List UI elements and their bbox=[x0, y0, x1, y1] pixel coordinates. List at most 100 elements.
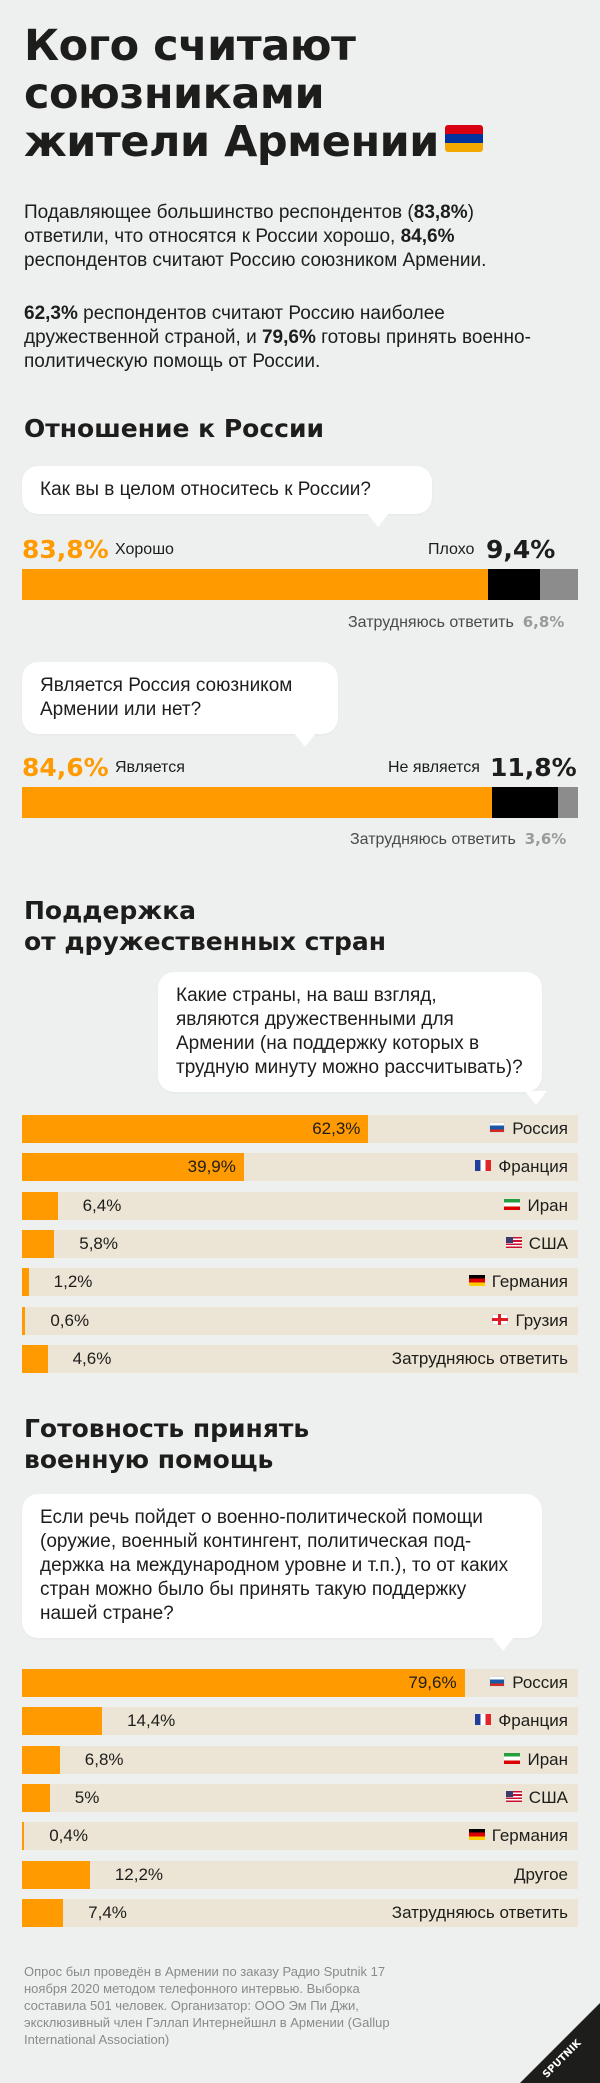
question-bubble-attitude: Как вы в целом относитесь к России? bbox=[22, 466, 432, 527]
bar-row: 6,4% Иран bbox=[22, 1191, 578, 1220]
bar-value-label: 5% bbox=[74, 1787, 100, 1807]
flag-us-icon bbox=[505, 1236, 522, 1248]
bar-fill bbox=[22, 1344, 48, 1373]
flag-ru-icon bbox=[489, 1676, 506, 1687]
page-title: Кого считают союзниками жители Армении bbox=[24, 22, 584, 166]
bar-value-label: 0,6% bbox=[50, 1310, 90, 1330]
title-line-3: жители Армении bbox=[24, 117, 439, 167]
bar-row: 5% США bbox=[22, 1783, 578, 1812]
bar-row: 0,4% Германия bbox=[22, 1822, 578, 1851]
armenia-flag-icon bbox=[444, 125, 483, 152]
bar-fill bbox=[22, 1822, 25, 1851]
stack-segment-3 bbox=[540, 569, 578, 600]
ally-unsure-note: Затрудняюсь ответить 3,6% bbox=[350, 830, 567, 848]
bar-value-label: 62,3% bbox=[312, 1119, 361, 1138]
bar-category-label: Затрудняюсь ответить bbox=[391, 1348, 568, 1368]
bad-percent: 9,4% bbox=[486, 535, 556, 564]
stack-segment-1 bbox=[22, 787, 493, 818]
bar-fill bbox=[22, 1115, 369, 1143]
intro-paragraph-1: Подавляющее большинство респондентов (83… bbox=[24, 202, 487, 271]
yes-label: Является bbox=[115, 759, 185, 776]
intro-stat: 62,3% bbox=[24, 303, 78, 324]
intro-stat: 79,6% bbox=[261, 327, 316, 348]
bar-value-label: 79,6% bbox=[408, 1673, 457, 1692]
flag-fr-icon bbox=[475, 1160, 492, 1172]
bar-row: 7,4% Затрудняюсь ответить bbox=[22, 1898, 578, 1927]
flag-ge-icon bbox=[492, 1313, 509, 1325]
bar-value-label: 1,2% bbox=[53, 1272, 93, 1292]
bar-value-label: 6,4% bbox=[82, 1195, 122, 1215]
bar-category-label: Франция bbox=[475, 1157, 568, 1177]
bar-fill bbox=[22, 1860, 90, 1889]
bar-category-label: Германия bbox=[468, 1826, 568, 1846]
bar-category-label: Иран bbox=[504, 1196, 568, 1216]
stack-segment-2 bbox=[492, 787, 558, 818]
bar-category-label: Другое bbox=[513, 1864, 568, 1884]
title-line-1: Кого считают bbox=[24, 21, 356, 71]
intro-stat: 83,8% bbox=[413, 202, 468, 223]
stack-segment-1 bbox=[22, 569, 488, 600]
no-label: Не является bbox=[388, 759, 480, 776]
bar-row: 39,9% Франция bbox=[22, 1153, 578, 1182]
flag-ir-icon bbox=[504, 1198, 521, 1210]
bar-category-label: Затрудняюсь ответить bbox=[391, 1902, 568, 1922]
section-title-friendly: Поддержка от дружественных стран bbox=[24, 896, 386, 956]
bar-fill bbox=[22, 1783, 50, 1812]
bar-value-label: 39,9% bbox=[187, 1157, 236, 1177]
good-percent: 83,8% bbox=[22, 535, 109, 564]
bar-category-label: Россия bbox=[489, 1673, 568, 1693]
bar-row: 5,8% США bbox=[22, 1229, 578, 1258]
bar-category-label: Россия bbox=[489, 1119, 568, 1139]
bar-row: 14,4% Франция bbox=[22, 1707, 578, 1736]
attitude-stacked-bar bbox=[22, 569, 578, 600]
bar-fill bbox=[22, 1707, 103, 1736]
title-line-2: союзниками bbox=[24, 69, 325, 119]
question-text: Является Россия союзником Армении или не… bbox=[40, 675, 293, 720]
section-title-military: Готовность принять военную помощь bbox=[24, 1414, 310, 1474]
flag-ir-icon bbox=[504, 1752, 521, 1764]
bar-category-label: США bbox=[505, 1788, 568, 1808]
no-percent: 11,8% bbox=[490, 753, 577, 782]
bar-row: 1,2% Германия bbox=[22, 1268, 578, 1297]
bar-value-label: 0,4% bbox=[49, 1826, 88, 1846]
flag-de-icon bbox=[468, 1275, 485, 1287]
survey-footnote: Опрос был проведён в Армении по заказу Р… bbox=[24, 1964, 390, 2047]
ally-stacked-bar bbox=[22, 787, 578, 818]
attitude-unsure-note: Затрудняюсь ответить 6,8% bbox=[348, 613, 565, 631]
question-bubble-friendly: Какие страны, на ваш взгляд, являются др… bbox=[158, 972, 547, 1105]
bar-row: 12,2% Другое bbox=[22, 1860, 578, 1889]
section-title-attitude: Отношение к России bbox=[24, 414, 324, 443]
bar-category-label: Франция bbox=[475, 1711, 568, 1731]
bar-row: 62,3% Россия bbox=[22, 1115, 578, 1143]
bar-fill bbox=[22, 1898, 64, 1927]
bar-value-label: 7,4% bbox=[88, 1902, 127, 1922]
bar-fill bbox=[22, 1268, 29, 1297]
yes-percent: 84,6% bbox=[22, 753, 109, 782]
bar-category-label: Иран bbox=[504, 1750, 568, 1770]
question-text: Если речь пойдет о военно-политической п… bbox=[40, 1507, 509, 1624]
bar-value-label: 6,8% bbox=[84, 1749, 124, 1769]
bar-value-label: 12,2% bbox=[114, 1864, 164, 1884]
bar-value-label: 5,8% bbox=[79, 1233, 118, 1253]
good-label: Хорошо bbox=[115, 541, 174, 558]
intro-paragraph-2: 62,3% респондентов считают Россию наибол… bbox=[24, 303, 531, 372]
bar-fill bbox=[22, 1191, 58, 1220]
bar-fill bbox=[22, 1669, 465, 1697]
question-bubble-ally: Является Россия союзником Армении или не… bbox=[22, 662, 338, 747]
bar-row: 4,6% Затрудняюсь ответить bbox=[22, 1344, 578, 1373]
bar-value-label: 14,4% bbox=[127, 1711, 176, 1731]
question-bubble-military: Если речь пойдет о военно-политической п… bbox=[22, 1494, 542, 1651]
flag-de-icon bbox=[468, 1829, 485, 1841]
bar-category-label: США bbox=[505, 1234, 568, 1254]
stack-segment-2 bbox=[487, 569, 541, 600]
flag-fr-icon bbox=[475, 1714, 492, 1726]
bar-row: 0,6% Грузия bbox=[22, 1306, 578, 1335]
bar-fill bbox=[22, 1306, 26, 1335]
bad-label: Плохо bbox=[428, 541, 475, 558]
sputnik-logo: SPUTNIK bbox=[520, 2003, 600, 2083]
bar-row: 6,8% Иран bbox=[22, 1745, 578, 1774]
intro-stat: 84,6% bbox=[400, 226, 455, 247]
bar-fill bbox=[22, 1745, 60, 1774]
question-text: Какие страны, на ваш взгляд, являются др… bbox=[176, 985, 523, 1078]
stack-segment-3 bbox=[557, 787, 578, 818]
